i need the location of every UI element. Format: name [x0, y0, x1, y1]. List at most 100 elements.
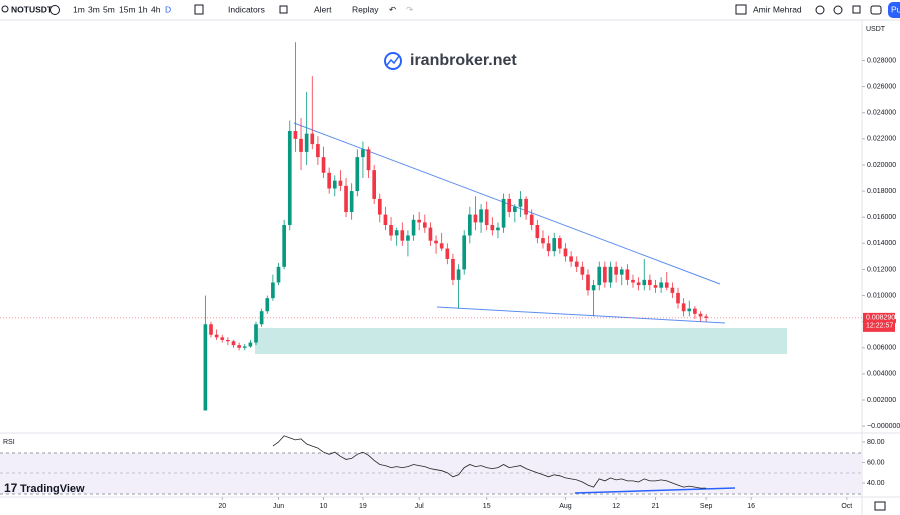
user-menu[interactable]: Amir Mehrad [753, 4, 802, 14]
fullscreen[interactable] [852, 5, 861, 14]
candle-body [681, 303, 686, 312]
y-tick-label: 0.014000 [867, 240, 896, 247]
symbol[interactable]: NOTUSDT [11, 4, 53, 14]
candle-body [254, 324, 258, 343]
y-tick-label: 0.010000 [867, 292, 896, 299]
candle-body [569, 256, 573, 262]
publish-button[interactable] [888, 2, 900, 18]
candle-body [496, 227, 500, 231]
watermark-logo [384, 52, 402, 70]
search-icon[interactable] [1, 5, 9, 13]
candle-body [546, 243, 551, 252]
candle-body [479, 209, 483, 223]
candle-body [625, 269, 630, 280]
last-price-label: 0.008290 [866, 315, 895, 322]
intervals: 1m 3m 5m 15m 1h 4h D [73, 4, 171, 14]
candle-body [642, 279, 647, 286]
interval-button[interactable]: D [165, 4, 171, 14]
candle-body [299, 138, 303, 152]
toolbar: NOTUSDT 1m 3m 5m 15m 1h 4h D Indicators Alert … [0, 2, 900, 21]
candle-body [372, 170, 376, 199]
candle-body [271, 282, 275, 299]
x-tick-label: 20 [218, 503, 226, 510]
candle-body [608, 266, 613, 283]
candle-body [400, 230, 405, 241]
candle-body [310, 133, 315, 145]
candle-body [631, 279, 635, 283]
redo[interactable]: ↷ [406, 4, 414, 14]
layout-icon[interactable] [735, 4, 747, 15]
candle-body [237, 345, 241, 348]
candle-body [451, 258, 455, 280]
replay-button[interactable]: Replay [352, 4, 379, 14]
y-tick-label: 0.018000 [867, 188, 896, 195]
candle-body [361, 149, 365, 158]
interval-button[interactable]: 1h [138, 4, 148, 14]
candle-body [389, 225, 393, 236]
candle-body [445, 248, 450, 259]
x-tick-label: 16 [747, 503, 755, 510]
interval-button[interactable]: 4h [151, 4, 161, 14]
tv-logo: TradingView [20, 483, 85, 495]
candle-body [242, 346, 247, 348]
publish-label[interactable]: Pu [891, 4, 900, 14]
candle-body [698, 313, 703, 317]
candle-body [344, 185, 348, 212]
candle-body [265, 298, 270, 312]
time-settings[interactable] [874, 501, 886, 511]
candle-body [355, 157, 360, 192]
plot: 0.028000 0.026000 0.024000 0.022000 0.020000… [0, 42, 900, 510]
interval-button[interactable]: 15m [119, 4, 136, 14]
candle-body [524, 198, 528, 215]
candle-body [259, 311, 264, 325]
candle-body [428, 227, 433, 241]
y-tick-label: 0.006000 [867, 345, 896, 352]
y-tick-label: 0.028000 [867, 57, 896, 64]
interval-button[interactable]: 5m [103, 4, 115, 14]
candle-body [619, 269, 624, 275]
indicators-button[interactable]: Indicators [228, 4, 265, 14]
interval-button[interactable]: 3m [88, 4, 100, 14]
candle-body [226, 339, 230, 342]
x-tick-label: 10 [320, 503, 328, 510]
candle-body [383, 214, 388, 226]
y-tick-label: 80.00 [867, 439, 885, 446]
candle-body [467, 214, 472, 236]
candle-body [490, 225, 495, 231]
candle-body [287, 130, 292, 226]
candle-body [248, 342, 253, 347]
settings[interactable] [833, 5, 843, 15]
y-tick-label: 0.022000 [867, 136, 896, 143]
y-tick-label: 0.024000 [867, 110, 896, 117]
candle-body [422, 222, 427, 228]
x-tick-label: 19 [359, 503, 367, 510]
add-symbol[interactable] [50, 5, 60, 15]
chart-type[interactable] [194, 4, 204, 15]
interval-button[interactable]: 1m [73, 4, 85, 14]
snapshot[interactable] [870, 5, 882, 15]
candle-body [214, 334, 219, 338]
currency-label: USDT [866, 26, 886, 33]
undo[interactable]: ↶ [389, 4, 397, 14]
candle-body [332, 180, 337, 189]
candle-body [704, 316, 708, 318]
y-tick-label: −0.000000 [867, 423, 900, 430]
candle-body [366, 149, 371, 171]
alert-button[interactable]: Alert [314, 4, 332, 14]
candle-body [541, 238, 545, 244]
candle-body [636, 282, 641, 286]
rsi-line [272, 435, 707, 489]
x-tick-label: 21 [652, 503, 660, 510]
x-tick-label: 15 [483, 503, 491, 510]
candle-body [327, 172, 331, 189]
y-tick-label: 0.020000 [867, 162, 896, 169]
candle-body [552, 238, 557, 252]
candle-body [220, 337, 225, 340]
quick-search[interactable] [815, 5, 825, 15]
candle-body [349, 191, 354, 212]
candle-body [603, 266, 607, 283]
watermark: iranbroker.net [410, 52, 517, 69]
candle-body [648, 279, 652, 286]
templates[interactable] [279, 5, 288, 14]
